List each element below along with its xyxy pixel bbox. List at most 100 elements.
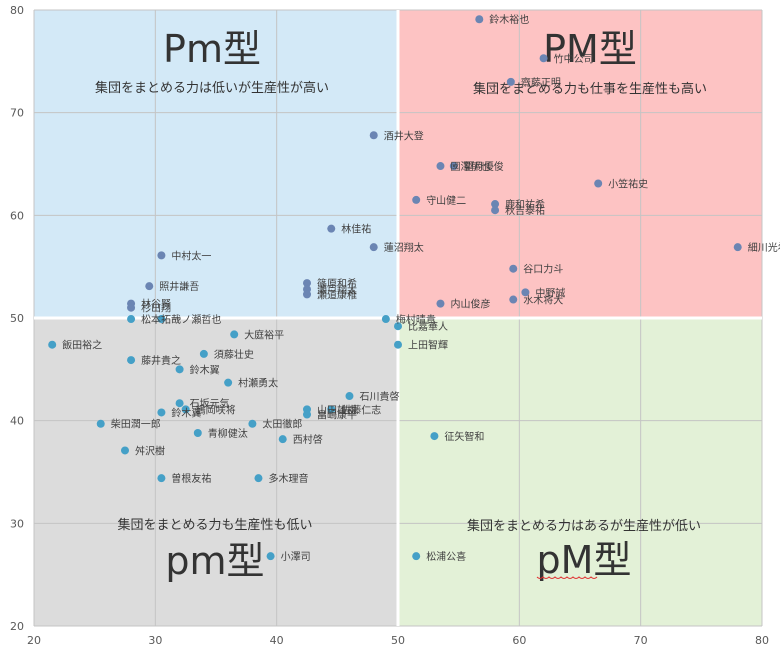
data-label-14: 谷口力斗 (523, 263, 563, 276)
data-point-45 (278, 435, 287, 444)
data-label-1: 竹中公司 (554, 52, 594, 65)
data-label-8: 鹿和祐希 (505, 198, 545, 211)
x-tick-label-30: 30 (148, 634, 162, 647)
data-point-21 (436, 299, 445, 308)
spellcheck-squiggle (536, 576, 598, 579)
data-label-29: 飯田裕之 (62, 339, 102, 352)
data-label-43: 太田徹郎 (262, 418, 302, 431)
data-point-9 (491, 206, 500, 215)
quadrant-top-left-title: Pm型 (163, 27, 261, 71)
y-tick-label-80: 80 (10, 4, 24, 17)
data-label-17: 瀬戸翔太 (317, 283, 357, 296)
data-point-15 (145, 282, 154, 291)
data-point-29 (48, 340, 57, 349)
data-point-3 (369, 131, 378, 140)
data-point-0 (475, 15, 484, 24)
data-point-8 (491, 200, 500, 209)
data-label-26: 梅村晴貴 (396, 313, 436, 326)
y-tick-label-50: 50 (10, 312, 24, 325)
data-label-4: 國澤郁也 (450, 160, 490, 173)
data-point-31 (199, 349, 208, 358)
data-label-27: 比嘉華人 (408, 320, 448, 333)
data-label-19: 中野誠 (535, 286, 565, 299)
quadrant-top-right-title: PM型 (543, 27, 637, 71)
data-point-24 (127, 315, 136, 324)
data-label-5: 望月優俊 (464, 160, 504, 173)
data-label-31: 須藤壮史 (214, 349, 254, 361)
x-tick-label-50: 50 (391, 634, 405, 647)
axis-ticks: 20 30 40 50 60 70 80 20 30 40 50 60 70 80 (10, 4, 769, 647)
quadrant-bottom-right-bg (398, 318, 762, 626)
data-point-35 (345, 392, 354, 401)
data-point-47 (121, 446, 129, 455)
data-point-25 (157, 315, 166, 324)
data-point-18 (303, 290, 311, 299)
data-label-45: 西村啓 (293, 433, 323, 446)
data-label-18: 瀬道康稚 (317, 288, 357, 301)
data-point-43 (248, 419, 257, 428)
data-label-47: 舛沢樹 (135, 444, 165, 457)
data-label-20: 水木将大 (523, 294, 563, 307)
y-tick-label-20: 20 (10, 620, 24, 633)
quadrant-bottom-right-subtitle: 集団をまとめる力はあるが生産性が低い (467, 518, 701, 534)
data-point-34 (224, 378, 233, 387)
data-label-22: 林谷賢 (141, 298, 171, 311)
y-tick-label-40: 40 (10, 415, 24, 428)
data-label-28: 大庭裕平 (244, 328, 284, 341)
data-label-2: 齋藤正明 (521, 76, 561, 89)
data-label-13: 細川光希 (748, 241, 780, 254)
data-label-34: 村瀬勇太 (238, 377, 278, 390)
y-tick-label-70: 70 (10, 107, 24, 120)
data-point-16 (303, 279, 311, 288)
y-tick-label-60: 60 (10, 209, 24, 222)
data-point-13 (733, 243, 742, 252)
data-point-36 (175, 399, 184, 408)
data-label-6: 小笠祐史 (608, 178, 648, 191)
data-point-37 (181, 405, 190, 414)
x-tick-label-60: 60 (512, 634, 526, 647)
data-point-11 (369, 243, 378, 252)
data-point-49 (254, 474, 263, 483)
quadrant-top-left-subtitle: 集団をまとめる力は低いが生産性が高い (95, 80, 329, 96)
data-label-49: 多木理音 (268, 472, 308, 485)
quadrant-bottom-left-title: pm型 (165, 539, 264, 583)
data-point-33 (175, 365, 184, 374)
data-point-38 (157, 408, 166, 417)
quadrant-top-left-bg (34, 10, 398, 318)
data-label-51: 松浦公喜 (426, 550, 466, 563)
data-point-1 (539, 54, 548, 63)
data-label-15: 照井謙吾 (159, 280, 199, 293)
data-point-2 (506, 77, 515, 86)
data-label-23: 杉山翔 (141, 302, 171, 315)
quadrant-top-right-subtitle: 集団をまとめる力も仕事を生産性も高い (473, 81, 707, 97)
data-label-24: 松本拓哉 (141, 313, 181, 326)
x-tick-label-40: 40 (270, 634, 284, 647)
data-point-46 (430, 432, 439, 441)
quadrant-dividers (34, 10, 762, 626)
data-label-11: 蓮沼翔太 (384, 241, 424, 254)
data-point-7 (412, 195, 421, 204)
data-point-23 (127, 303, 136, 312)
data-label-48: 曽根友祐 (171, 472, 211, 485)
data-label-44: 青柳健汰 (208, 427, 248, 440)
data-label-25: 一ノ瀬哲也 (171, 313, 221, 326)
data-point-6 (594, 179, 603, 188)
data-point-42 (96, 419, 105, 428)
data-point-51 (412, 552, 421, 561)
data-label-30: 上田智輝 (408, 339, 448, 352)
data-point-12 (157, 251, 166, 260)
data-point-32 (127, 356, 136, 365)
data-point-40 (327, 405, 336, 414)
data-points (48, 15, 742, 561)
data-label-36: 石坂元気 (190, 397, 230, 410)
x-tick-label-20: 20 (27, 634, 41, 647)
quadrant-top-right-bg (398, 10, 762, 318)
data-label-3: 酒井大登 (384, 129, 424, 142)
data-label-38: 鈴木翼 (171, 406, 201, 419)
data-point-44 (193, 428, 202, 437)
data-label-42: 柴田潤一郎 (111, 418, 161, 431)
data-point-10 (327, 224, 336, 233)
data-point-5 (449, 162, 458, 171)
